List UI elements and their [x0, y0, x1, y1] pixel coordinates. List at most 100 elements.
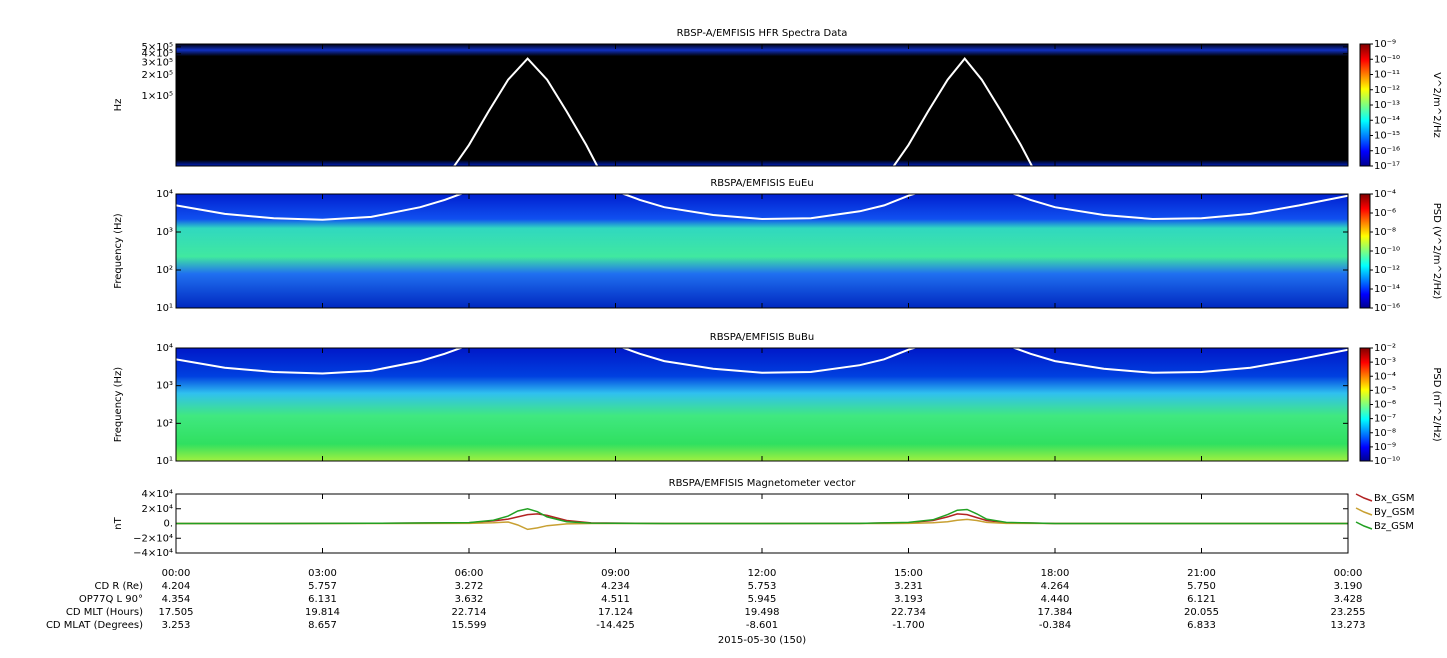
colorbar-tick-label: 10⁻¹³: [1374, 100, 1400, 111]
y-tick-label: 10²: [156, 418, 173, 429]
y-tick-label: 1×10⁵: [142, 91, 173, 102]
ephemeris-value: -8.601: [746, 620, 778, 631]
y-tick-label: 0.: [163, 519, 173, 530]
ephemeris-value: 4.440: [1041, 594, 1070, 605]
x-tick-label: 21:00: [1187, 568, 1216, 579]
ephemeris-value: 3.253: [162, 620, 191, 631]
series-line: [176, 508, 1348, 525]
ephemeris-value: 3.428: [1334, 594, 1363, 605]
ephemeris-value: 19.814: [305, 607, 340, 618]
ephemeris-value: 19.498: [745, 607, 780, 618]
spectrogram: [176, 44, 1348, 166]
ephemeris-value: 4.234: [601, 581, 630, 592]
ephemeris-value: 22.714: [452, 607, 487, 618]
colorbar-tick-label: 10⁻¹⁷: [1374, 161, 1400, 172]
y-axis-label: Hz: [113, 99, 124, 112]
x-tick-label: 09:00: [601, 568, 630, 579]
ephemeris-value: 4.354: [162, 594, 191, 605]
ephemeris-value: 6.833: [1187, 620, 1216, 631]
plot-frame: [175, 43, 1349, 167]
y-tick-label: −2×10⁴: [133, 533, 173, 544]
ephemeris-value: 5.750: [1187, 581, 1216, 592]
ephemeris-value: 5.757: [308, 581, 337, 592]
y-tick-label: 10⁴: [156, 189, 173, 200]
colorbar-tick-label: 10⁻¹⁴: [1374, 115, 1400, 126]
colorbar-label: PSD (V^2/m^2/Hz): [1431, 203, 1442, 300]
ephemeris-value: 22.734: [891, 607, 926, 618]
colorbar-tick-label: 10⁻¹⁵: [1374, 131, 1400, 142]
y-tick-label: −4×10⁴: [133, 548, 173, 559]
series-line: [176, 518, 1348, 531]
ephemeris-value: 8.657: [308, 620, 337, 631]
colorbar-tick-label: 10⁻¹⁰: [1374, 246, 1400, 257]
colorbar: [1359, 43, 1371, 167]
plot-frame: [175, 347, 1349, 462]
ephemeris-value: -0.384: [1039, 620, 1071, 631]
ephemeris-value: 6.131: [308, 594, 337, 605]
spectrogram: [176, 348, 1348, 461]
y-tick-label: 10¹: [156, 303, 173, 314]
legend-label: Bx_GSM: [1374, 493, 1415, 504]
colorbar-tick-label: 10⁻³: [1374, 357, 1396, 368]
colorbar-tick-label: 10⁻⁴: [1374, 189, 1396, 200]
ephemeris-value: 3.193: [894, 594, 923, 605]
ephemeris-value: 3.272: [455, 581, 484, 592]
y-tick-label: 10³: [156, 227, 173, 238]
ephemeris-value: 3.190: [1334, 581, 1363, 592]
colorbar-tick-label: 10⁻¹²: [1374, 85, 1400, 96]
ephemeris-value: 4.204: [162, 581, 191, 592]
ephemeris-value: 3.632: [455, 594, 484, 605]
colorbar-tick-label: 10⁻⁶: [1374, 400, 1396, 411]
y-tick-label: 4×10⁵: [142, 49, 173, 60]
colorbar-tick-label: 10⁻⁷: [1374, 414, 1396, 425]
x-tick-label: 12:00: [748, 568, 777, 579]
ephemeris-value: 20.055: [1184, 607, 1219, 618]
plot-frame: [175, 493, 1349, 554]
ephemeris-value: 6.121: [1187, 594, 1216, 605]
series-line: [453, 57, 1034, 166]
panel-title: RBSPA/EMFISIS BuBu: [710, 332, 814, 343]
x-tick-label: 15:00: [894, 568, 923, 579]
x-tick-label: 00:00: [162, 568, 191, 579]
y-tick-label: 10³: [156, 381, 173, 392]
legend-label: Bz_GSM: [1374, 521, 1414, 532]
x-tick-label: 06:00: [455, 568, 484, 579]
y-tick-label: 5×10⁵: [142, 42, 173, 53]
plot-frame: [175, 193, 1349, 309]
legend-swatch: [1355, 507, 1373, 516]
ephemeris-value: 4.511: [601, 594, 630, 605]
colorbar-tick-label: 10⁻⁸: [1374, 428, 1396, 439]
colorbar-tick-label: 10⁻⁶: [1374, 208, 1396, 219]
colorbar-tick-label: 10⁻⁹: [1374, 39, 1396, 50]
ephemeris-value: 17.124: [598, 607, 633, 618]
legend-swatch: [1355, 521, 1373, 530]
y-tick-label: 10²: [156, 265, 173, 276]
y-tick-label: 10⁴: [156, 343, 173, 354]
colorbar-tick-label: 10⁻²: [1374, 343, 1396, 354]
ephemeris-label: CD MLAT (Degrees): [46, 620, 143, 631]
ephemeris-value: 5.753: [748, 581, 777, 592]
y-tick-label: 2×10⁴: [142, 504, 173, 515]
colorbar: [1359, 193, 1371, 309]
panel-title: RBSPA/EMFISIS Magnetometer vector: [669, 478, 857, 489]
ephemeris-value: 17.384: [1038, 607, 1073, 618]
ephemeris-value: 3.231: [894, 581, 923, 592]
ephemeris-value: -1.700: [892, 620, 924, 631]
ephemeris-value: 17.505: [159, 607, 194, 618]
x-tick-label: 00:00: [1334, 568, 1363, 579]
ephemeris-value: 23.255: [1331, 607, 1366, 618]
colorbar-tick-label: 10⁻⁸: [1374, 227, 1396, 238]
colorbar-tick-label: 10⁻¹⁶: [1374, 146, 1400, 157]
colorbar-tick-label: 10⁻¹¹: [1374, 70, 1400, 81]
ephemeris-value: 13.273: [1331, 620, 1366, 631]
date-label: 2015-05-30 (150): [718, 635, 806, 646]
colorbar-label: PSD (nT^2/Hz): [1431, 367, 1442, 441]
colorbar-label: V^2/m^2/Hz: [1431, 72, 1442, 138]
legend-label: By_GSM: [1374, 507, 1415, 518]
legend-swatch: [1355, 493, 1373, 502]
ephemeris-label: OP77Q L 90°: [79, 594, 143, 605]
colorbar-tick-label: 10⁻¹⁰: [1374, 54, 1400, 65]
y-tick-label: 3×10⁵: [142, 57, 173, 68]
ephemeris-value: -14.425: [596, 620, 635, 631]
